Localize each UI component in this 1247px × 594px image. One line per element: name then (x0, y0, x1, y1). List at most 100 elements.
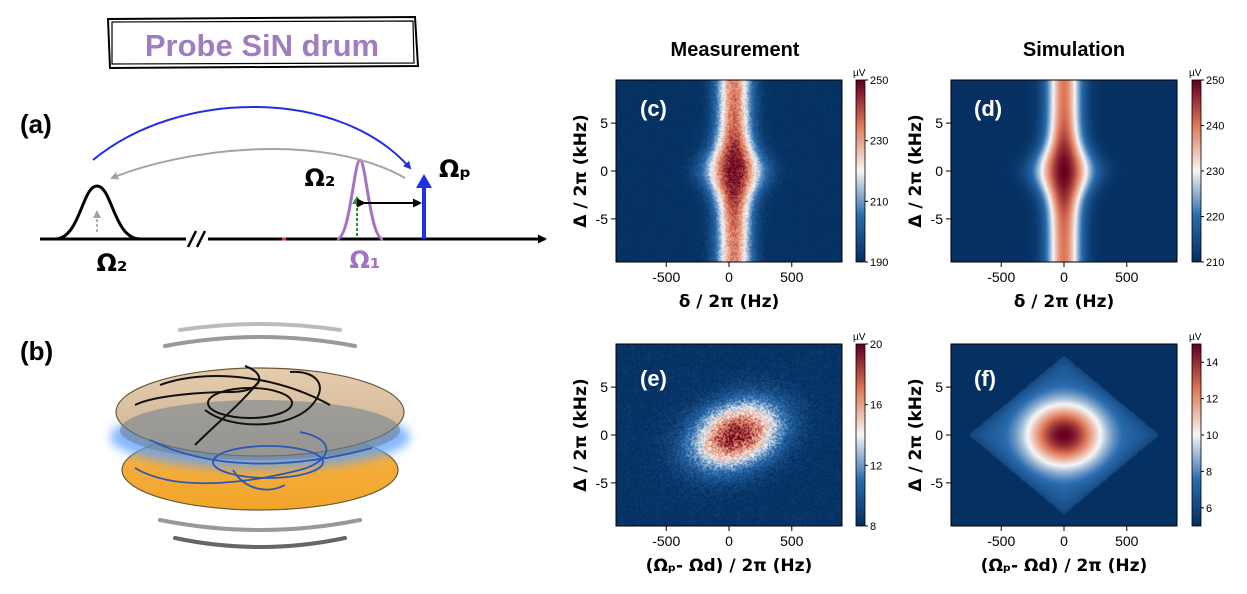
y-tick-label: 0 (600, 427, 608, 443)
y-tick-label: 5 (600, 379, 608, 395)
upper-membrane-curve (134, 365, 261, 406)
heatmap-image (616, 344, 842, 526)
mode-2-peak (54, 184, 141, 241)
y-tick-label: -5 (931, 475, 944, 491)
colorbar-tick-label: 250 (1206, 75, 1224, 87)
vibration-line (173, 536, 347, 549)
y-axis-label: Δ / 2π (kHz) (906, 378, 926, 491)
lower-membrane-curve (149, 439, 373, 465)
vibration-line (163, 335, 357, 348)
colorbar-tick-label: 230 (1206, 166, 1224, 178)
colorbar-unit: µV (853, 332, 866, 343)
x-tick-label: -500 (987, 533, 1015, 549)
y-tick-label: -5 (596, 475, 609, 491)
x-tick-label: 0 (725, 269, 733, 285)
panel-label: (c) (640, 96, 667, 121)
colorbar-tick-label: 12 (870, 460, 882, 472)
panel-label: (f) (974, 366, 996, 391)
panel-label-a: (a) (20, 109, 52, 139)
colorbar-tick-label: 220 (1206, 212, 1224, 224)
x-tick-label: 500 (1115, 269, 1139, 285)
y-axis-label: Δ / 2π (kHz) (571, 114, 591, 227)
title-box: Probe SiN drum (106, 15, 420, 70)
x-tick-label: -500 (652, 269, 680, 285)
colorbar-unit: µV (1189, 68, 1202, 79)
colorbar-tick-label: 210 (870, 196, 888, 208)
colorbar-tick-label: 16 (870, 400, 882, 412)
axis-break-mark (195, 230, 207, 248)
probe-transfer-arrow (92, 106, 412, 170)
x-axis-label: (Ωₚ- Ωd) / 2π (Hz) (646, 556, 813, 576)
y-tick-label: -5 (596, 211, 609, 227)
x-tick-label: 500 (780, 269, 804, 285)
panel-label-b: (b) (20, 336, 53, 366)
title-frame (106, 15, 420, 70)
colorbar-tick-label: 12 (1206, 394, 1218, 406)
panel-label: (e) (640, 366, 667, 391)
upper-membrane-curve (204, 370, 321, 426)
heatmap-panel-d: -500 0 500 -5 0 5 δ / 2π (Hz) Δ / 2π (kHz) (d) 21… (906, 68, 1224, 312)
x-tick-label: 0 (1060, 269, 1068, 285)
x-tick-label: 0 (1060, 533, 1068, 549)
frequency-axis (40, 229, 547, 249)
lower-membrane-curve (212, 445, 324, 479)
vibration-line (158, 518, 362, 532)
colorbar-tick-label: 6 (1206, 503, 1212, 515)
omega-2-bottom-label: Ω₂ (97, 249, 128, 277)
y-tick-label: 0 (935, 163, 943, 179)
omega-1-label: Ω₁ (350, 246, 381, 274)
panel-label: (d) (974, 96, 1002, 121)
lower-membrane-curve (134, 431, 328, 485)
title-text: Probe SiN drum (145, 28, 379, 63)
heatmap-image (951, 344, 1177, 526)
y-tick-label: 5 (935, 115, 943, 131)
heatmap-panel-e: -500 0 500 -5 0 5 (Ωₚ- Ωd) / 2π (Hz) Δ / 2π (kH… (571, 332, 882, 576)
colorbar-unit: µV (1189, 332, 1202, 343)
colorbar-tick-label: 190 (870, 257, 888, 269)
y-tick-label: -5 (931, 211, 944, 227)
colorbar-tick-label: 8 (870, 521, 876, 533)
colorbar-tick-label: 230 (870, 136, 888, 148)
colorbar-tick-label: 20 (870, 339, 882, 351)
y-tick-label: 5 (935, 379, 943, 395)
omega-2-top-label: Ω₂ (305, 164, 336, 192)
disk-shadow (120, 400, 400, 460)
colorbar-tick-label: 250 (870, 75, 888, 87)
measurement-title: Measurement (671, 39, 800, 61)
colorbar (1192, 344, 1201, 526)
colorbar-tick-label: 210 (1206, 257, 1224, 269)
y-axis-label: Δ / 2π (kHz) (906, 114, 926, 227)
heatmap-panel-c: -500 0 500 -5 0 5 δ / 2π (Hz) Δ / 2π (kHz) (c) 19… (571, 68, 888, 312)
colorbar-tick-label: 10 (1206, 430, 1218, 442)
mode-1-peak (336, 158, 384, 241)
colorbar-frame (855, 343, 866, 527)
upper-membrane-curve (159, 375, 331, 406)
drum-illustration (110, 322, 410, 549)
colorbar (1192, 80, 1201, 262)
y-tick-label: 0 (935, 427, 943, 443)
lower-membrane-curve (232, 469, 286, 491)
return-transfer-arrow (110, 148, 406, 180)
x-tick-label: 500 (780, 533, 804, 549)
colorbar-unit: µV (853, 68, 866, 79)
colorbar-tick-label: 8 (1206, 466, 1212, 478)
x-tick-label: -500 (652, 533, 680, 549)
colorbar-tick-label: 240 (1206, 121, 1224, 133)
y-axis-label: Δ / 2π (kHz) (571, 378, 591, 491)
x-axis-label: δ / 2π (Hz) (679, 292, 780, 312)
heatmap-image (951, 80, 1177, 262)
simulation-title: Simulation (1023, 39, 1125, 61)
omega-p-label: Ωₚ (439, 155, 471, 183)
y-tick-label: 5 (600, 115, 608, 131)
colorbar (856, 344, 865, 526)
x-axis-label: δ / 2π (Hz) (1014, 292, 1115, 312)
colorbar-tick-label: 14 (1206, 357, 1218, 369)
heatmap-panel-f: -500 0 500 -5 0 5 (Ωₚ- Ωd) / 2π (Hz) Δ / 2π (kH… (906, 332, 1218, 576)
upper-membrane-curve (194, 379, 261, 446)
colorbar (856, 80, 865, 262)
vibration-line (178, 322, 342, 332)
x-axis-label: (Ωₚ- Ωd) / 2π (Hz) (981, 556, 1148, 576)
x-tick-label: 0 (725, 533, 733, 549)
x-tick-label: 500 (1115, 533, 1139, 549)
